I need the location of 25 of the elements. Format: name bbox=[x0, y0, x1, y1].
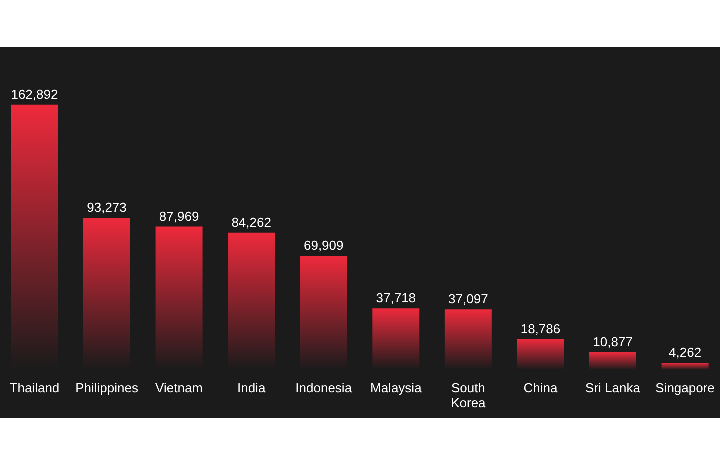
x-tick-label: Sri Lanka bbox=[586, 380, 642, 396]
data-label: 87,969 bbox=[159, 208, 200, 224]
bar bbox=[444, 310, 492, 370]
x-tick-label: Philippines bbox=[76, 380, 139, 396]
bar bbox=[662, 363, 709, 370]
data-label: 10,877 bbox=[593, 334, 633, 350]
x-tick-label: Indonesia bbox=[296, 380, 353, 396]
data-label: 93,273 bbox=[87, 200, 127, 216]
data-label: 18,786 bbox=[520, 321, 561, 336]
bar bbox=[517, 339, 564, 370]
x-tick-label: Vietnam bbox=[156, 380, 204, 396]
bar bbox=[590, 352, 636, 370]
data-label: 69,909 bbox=[304, 238, 344, 254]
x-tick-label: India bbox=[237, 380, 266, 396]
bar bbox=[372, 308, 420, 370]
x-tick-label: China bbox=[524, 380, 558, 396]
x-tick-label: Singapore bbox=[656, 380, 715, 396]
data-label: 4,262 bbox=[669, 345, 702, 360]
data-label: 37,718 bbox=[376, 290, 416, 306]
x-tick-label: Thailand bbox=[10, 380, 60, 396]
x-tick-label: South Korea bbox=[451, 380, 487, 410]
data-label: 37,097 bbox=[448, 292, 488, 307]
data-label: 84,262 bbox=[232, 214, 272, 230]
x-tick-label: Malaysia bbox=[370, 380, 423, 396]
data-label: 162,892 bbox=[11, 86, 58, 102]
